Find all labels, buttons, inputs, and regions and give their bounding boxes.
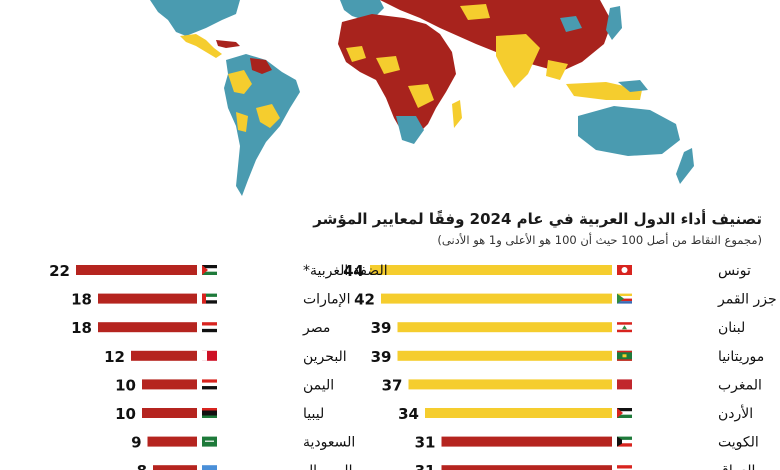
map-africa xyxy=(338,14,456,136)
map-asia-yellow-1 xyxy=(460,4,490,20)
right-column-value-label: 44 xyxy=(343,262,364,280)
right-column-bar xyxy=(397,322,612,333)
left-column-bar xyxy=(142,408,197,418)
yemen-flag-icon xyxy=(202,379,217,390)
left-column-category-label: اليمن xyxy=(303,377,334,393)
right-column-category-label: موريتانيا xyxy=(718,349,764,365)
map-venezuela xyxy=(250,58,272,74)
uae-flag-icon xyxy=(202,293,217,304)
left-column-value-label: 10 xyxy=(115,405,136,423)
left-column-value-label: 18 xyxy=(71,291,92,309)
palestine-flag-icon xyxy=(202,265,217,275)
egypt-flag-icon xyxy=(202,322,217,333)
map-asia-blue-1 xyxy=(560,16,582,32)
map-south-america-yellow-1 xyxy=(228,70,252,94)
left-column-bar xyxy=(76,265,197,275)
left-column-value-label: 8 xyxy=(137,462,147,470)
left-column-bar xyxy=(147,436,197,447)
left-column-category-label: مصر xyxy=(302,320,330,336)
saudi-flag-icon xyxy=(202,436,217,447)
map-india xyxy=(496,34,540,88)
right-column-value-label: 31 xyxy=(415,462,436,470)
left-column-bar xyxy=(98,293,197,304)
map-southeast-asia xyxy=(566,82,642,100)
left-column-value-label: 9 xyxy=(131,434,141,452)
chart-subtitle: (مجموع النقاط من أصل 100 حيث أن 100 هو ا… xyxy=(437,233,762,247)
map-asia-yellow-2 xyxy=(546,60,568,80)
comoros-flag-icon xyxy=(617,293,632,304)
map-africa-yellow-2 xyxy=(376,56,400,74)
kuwait-flag-icon xyxy=(617,436,632,447)
right-column-bar xyxy=(425,408,612,418)
map-madagascar xyxy=(452,100,462,128)
map-south-america-yellow-3 xyxy=(236,112,248,132)
tunisia-flag-icon xyxy=(617,265,632,275)
right-column-category-label: العراق xyxy=(718,463,755,470)
map-africa-yellow-3 xyxy=(408,84,434,108)
somalia-flag-icon xyxy=(202,465,217,470)
bahrain-flag-icon xyxy=(202,350,217,361)
mauritania-flag-icon xyxy=(617,350,632,361)
lebanon-flag-icon xyxy=(617,322,632,333)
map-new-zealand xyxy=(676,148,694,184)
right-column-bar xyxy=(370,265,612,275)
right-column-value-label: 37 xyxy=(382,376,403,394)
right-column-category-label: جزر القمر xyxy=(717,292,777,308)
right-column-bar xyxy=(441,465,612,470)
libya-flag-icon xyxy=(202,408,217,418)
left-column-bar xyxy=(153,465,197,470)
right-column-bar xyxy=(441,436,612,447)
left-column-value-label: 12 xyxy=(104,348,125,366)
right-column-value-label: 34 xyxy=(398,405,419,423)
right-column-value-label: 39 xyxy=(371,319,392,337)
right-column-value-label: 31 xyxy=(415,434,436,452)
map-africa-blue xyxy=(396,116,424,144)
chart-title: تصنيف أداء الدول العربية في عام 2024 وفق… xyxy=(313,210,762,228)
left-column-value-label: 18 xyxy=(71,319,92,337)
right-column-bar xyxy=(408,379,612,390)
left-column-category-label: الإمارات xyxy=(303,292,350,308)
map-central-america-yellow xyxy=(180,34,222,58)
map-caribbean xyxy=(216,40,240,48)
right-column-category-label: تونس xyxy=(718,263,751,279)
map-south-america-yellow-2 xyxy=(256,104,280,128)
left-column-bar xyxy=(142,379,197,390)
left-column-bar xyxy=(98,322,197,333)
left-column-category-label: الضفة الغربية* xyxy=(303,263,388,279)
right-column-category-label: المغرب xyxy=(718,377,762,393)
left-column-category-label: البحرين xyxy=(303,349,347,365)
map-africa-yellow-1 xyxy=(346,46,366,62)
jordan-flag-icon xyxy=(617,408,632,418)
map-southeast-asia-blue xyxy=(618,80,648,92)
left-column-category-label: السعودية xyxy=(303,435,355,451)
world-map xyxy=(150,0,694,196)
right-column-value-label: 42 xyxy=(354,291,375,309)
left-column-category-label: ليبيا xyxy=(303,406,324,422)
right-column-category-label: لبنان xyxy=(718,320,745,336)
left-column-value-label: 10 xyxy=(115,376,136,394)
right-column-bar xyxy=(397,350,612,361)
map-north-america xyxy=(150,0,240,36)
left-column-bar xyxy=(131,350,197,361)
right-column-value-label: 39 xyxy=(371,348,392,366)
right-column-category-label: الكويت xyxy=(718,435,759,451)
right-column-category-label: الأردن xyxy=(718,404,753,422)
left-column-category-label: الصومال xyxy=(303,463,352,470)
right-column-bar xyxy=(381,293,612,304)
left-column-value-label: 22 xyxy=(49,262,70,280)
iraq-flag-icon xyxy=(617,465,632,470)
morocco-flag-icon xyxy=(617,379,632,390)
map-australia xyxy=(578,106,680,156)
map-japan xyxy=(606,6,622,40)
